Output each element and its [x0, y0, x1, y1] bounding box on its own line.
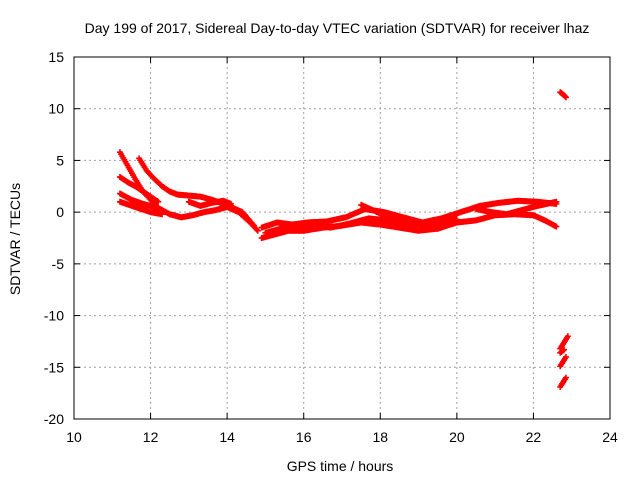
data-point — [562, 374, 569, 381]
plot-frame — [73, 56, 611, 420]
data-point — [159, 211, 166, 218]
x-tick-label: 24 — [602, 429, 618, 445]
series-track-b — [136, 155, 257, 229]
series-track-c — [116, 173, 162, 205]
series-track-j — [358, 201, 460, 229]
y-tick-label: 10 — [48, 101, 64, 117]
series-track-p — [557, 346, 568, 356]
series-track-o — [557, 374, 569, 390]
y-tick-label: -5 — [52, 256, 65, 272]
series-track-n — [557, 353, 569, 370]
data-point — [562, 94, 569, 101]
x-tick-label: 22 — [526, 429, 542, 445]
chart-title: Day 199 of 2017, Sidereal Day-to-day VTE… — [85, 20, 590, 36]
data-point — [564, 333, 571, 340]
y-tick-label: -10 — [44, 308, 64, 324]
y-tick-label: 15 — [48, 49, 64, 65]
data-point — [553, 223, 560, 230]
data-point — [562, 353, 569, 360]
data-point — [453, 216, 460, 223]
x-tick-label: 14 — [219, 429, 235, 445]
x-tick-label: 18 — [372, 429, 388, 445]
data-point — [561, 346, 568, 353]
x-tick-label: 20 — [449, 429, 465, 445]
y-tick-label: 5 — [56, 152, 64, 168]
y-tick-label: 0 — [56, 204, 64, 220]
data-point — [253, 226, 260, 233]
series-track-f — [185, 197, 234, 209]
series-track-k — [473, 198, 560, 218]
x-axis-label: GPS time / hours — [287, 458, 394, 474]
x-tick-label: 10 — [66, 429, 82, 445]
data-point — [254, 227, 261, 234]
data-point — [227, 200, 234, 207]
data-point — [553, 198, 560, 205]
series-track-e — [116, 198, 166, 218]
data-points — [116, 89, 571, 390]
y-tick-label: -20 — [44, 411, 64, 427]
data-point — [562, 93, 569, 100]
x-tick-label: 16 — [296, 429, 312, 445]
x-tick-label: 12 — [143, 429, 159, 445]
data-point — [250, 222, 257, 229]
series-track-d — [116, 190, 166, 214]
grid-lines — [74, 57, 610, 419]
y-tick-label: -15 — [44, 359, 64, 375]
data-point — [155, 198, 162, 205]
axis-ticks: 10 12 14 16 18 20 22 24 -20 -15 -10 -5 0 5 10 15 — [44, 49, 618, 445]
series-track-l — [557, 89, 569, 101]
y-axis-label: SDTVAR / TECUs — [7, 183, 23, 295]
